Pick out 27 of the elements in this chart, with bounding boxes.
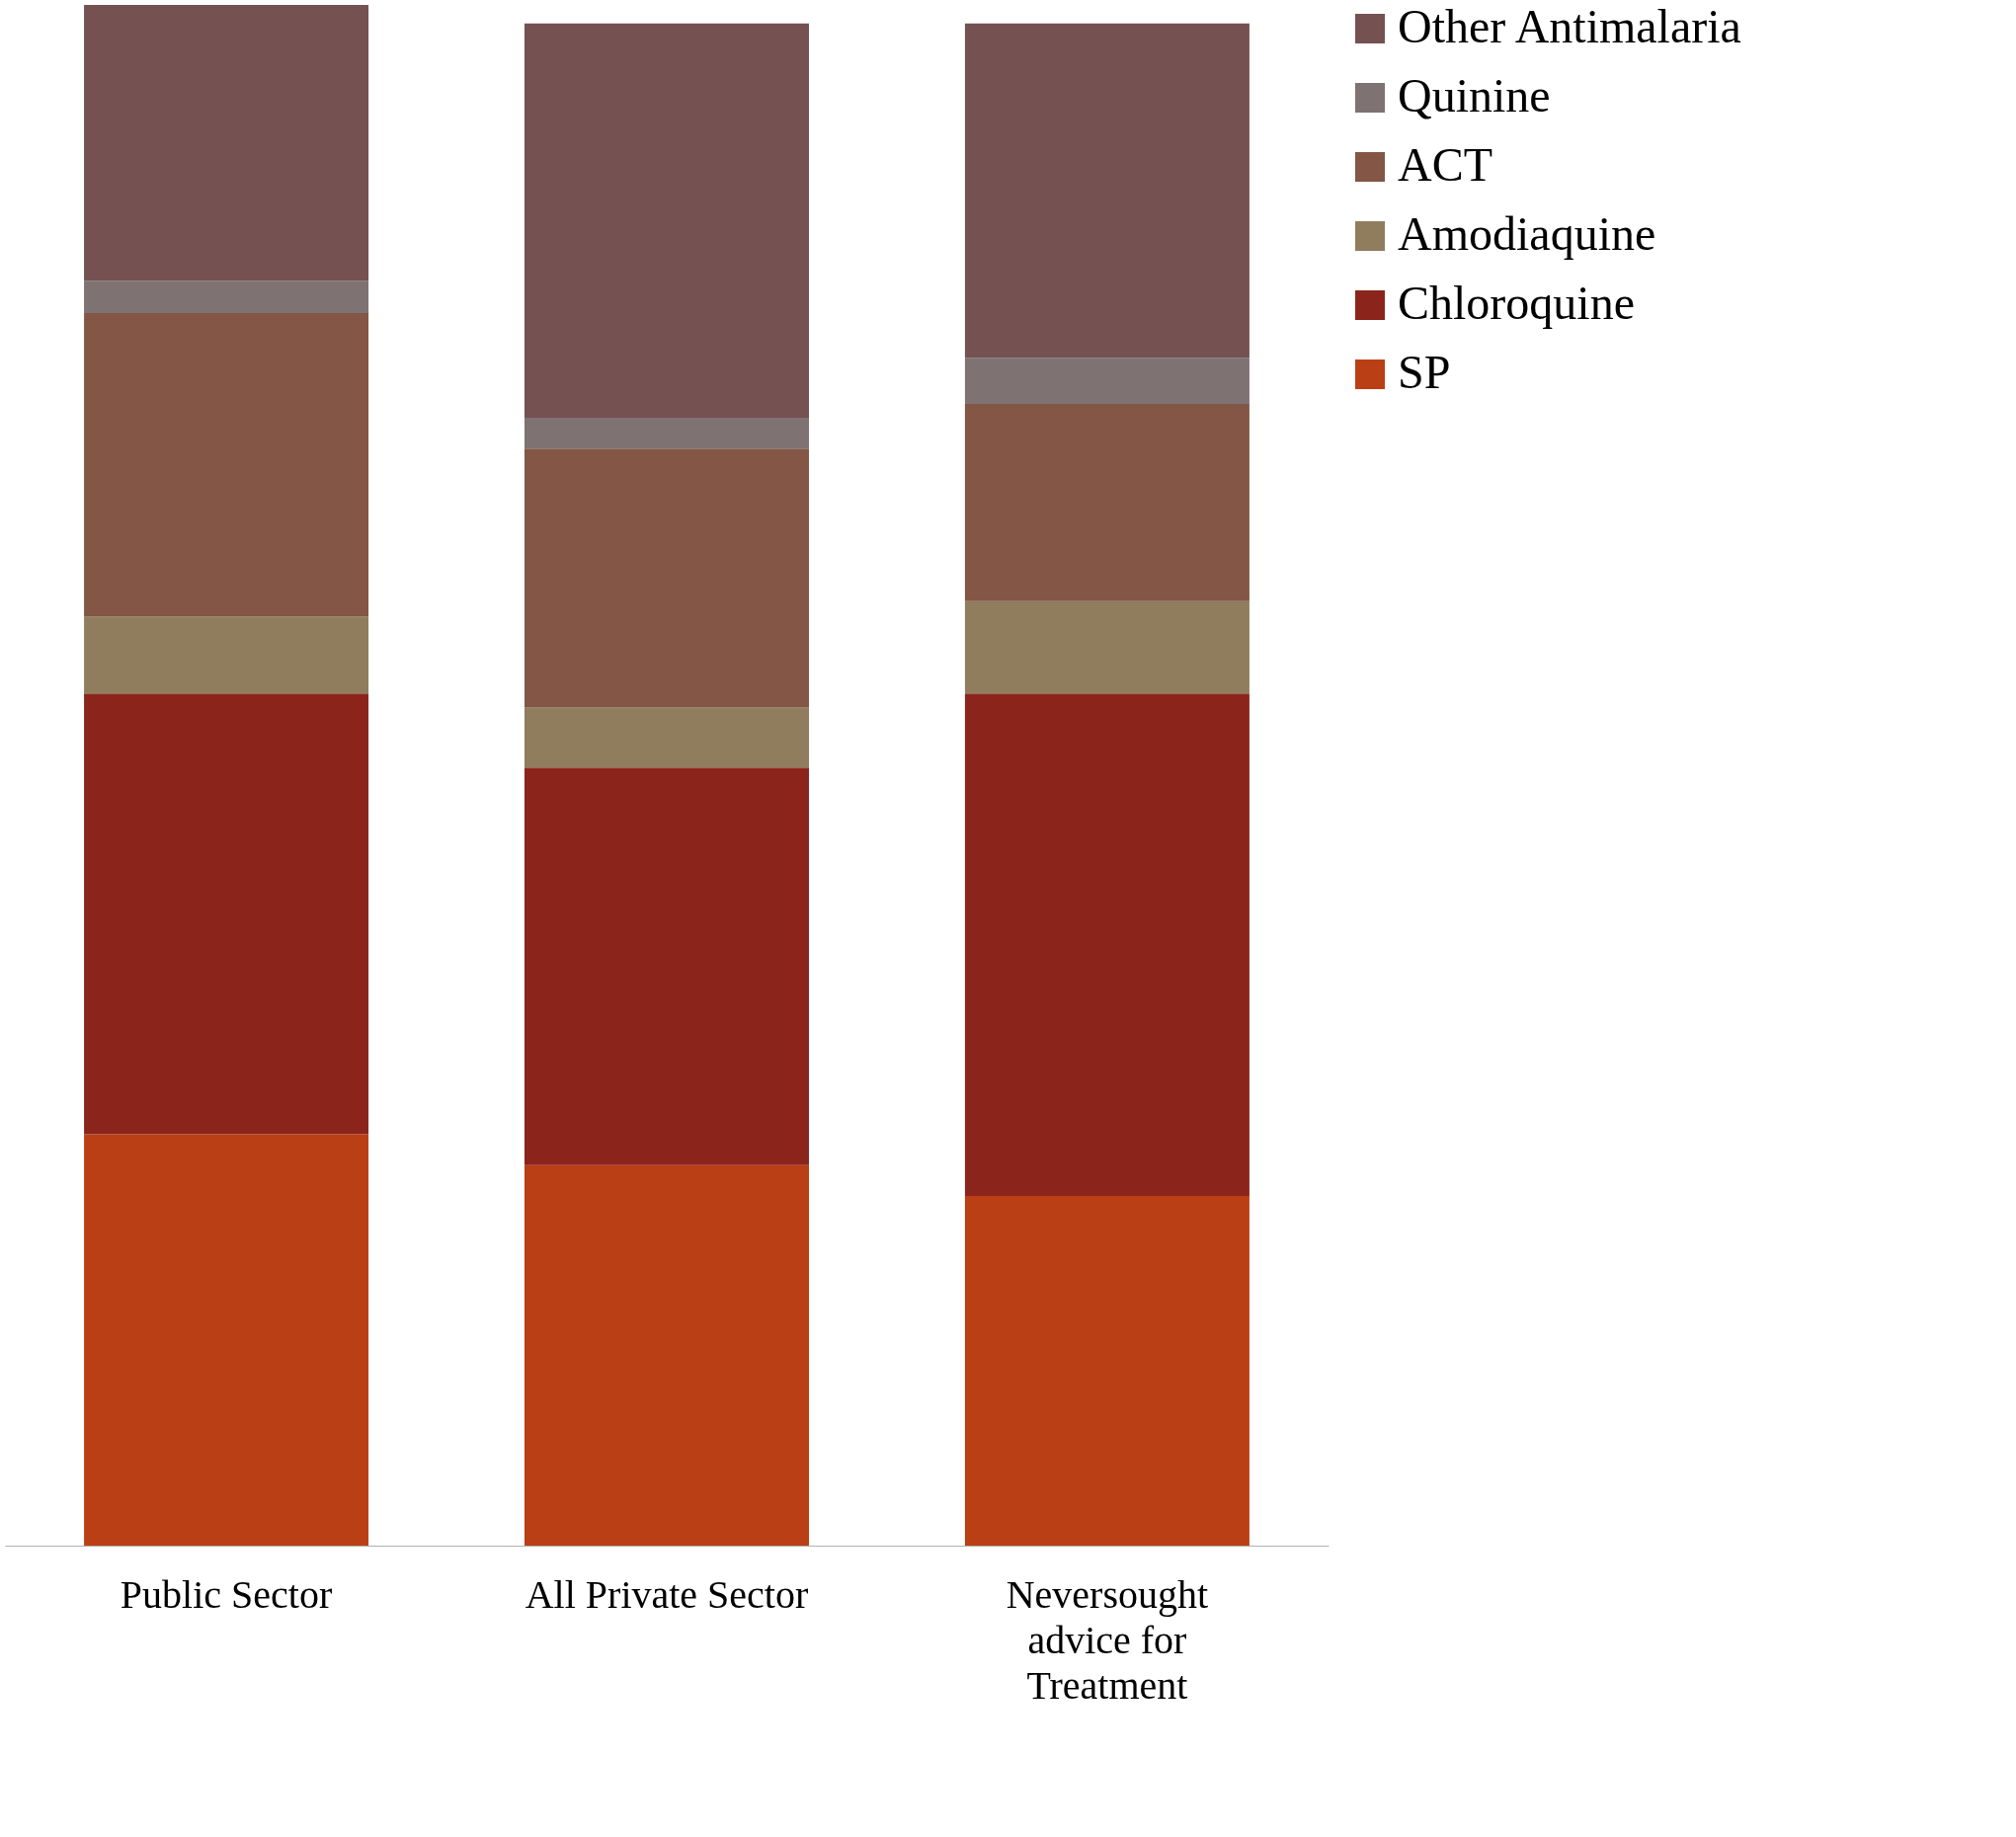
bar — [524, 1164, 809, 1546]
bar — [84, 693, 369, 1135]
bar — [524, 23, 809, 419]
legend-label: Other Antimalaria — [1398, 0, 1741, 52]
bar — [524, 418, 809, 449]
bar — [524, 448, 809, 708]
bar — [84, 1134, 369, 1546]
bar — [964, 1195, 1250, 1546]
bar — [84, 5, 369, 281]
x-tick-label: Neversought advice for Treatment — [1006, 1571, 1209, 1708]
legend-label: Chloroquine — [1398, 277, 1635, 329]
legend-label: ACT — [1398, 138, 1492, 191]
bar — [964, 23, 1250, 359]
legend-label: Amodiaquine — [1398, 207, 1656, 260]
bar — [964, 693, 1250, 1196]
legend-label: SP — [1398, 346, 1451, 398]
bar — [964, 600, 1250, 694]
bar — [964, 358, 1250, 405]
bar — [84, 280, 369, 313]
bar — [964, 404, 1250, 601]
bar — [524, 707, 809, 768]
bar — [524, 767, 809, 1165]
bar — [84, 616, 369, 694]
x-tick-label: All Private Sector — [524, 1571, 809, 1617]
x-tick-label: Public Sector — [120, 1571, 333, 1617]
legend-label: Quinine — [1398, 69, 1551, 121]
bar — [84, 313, 369, 617]
